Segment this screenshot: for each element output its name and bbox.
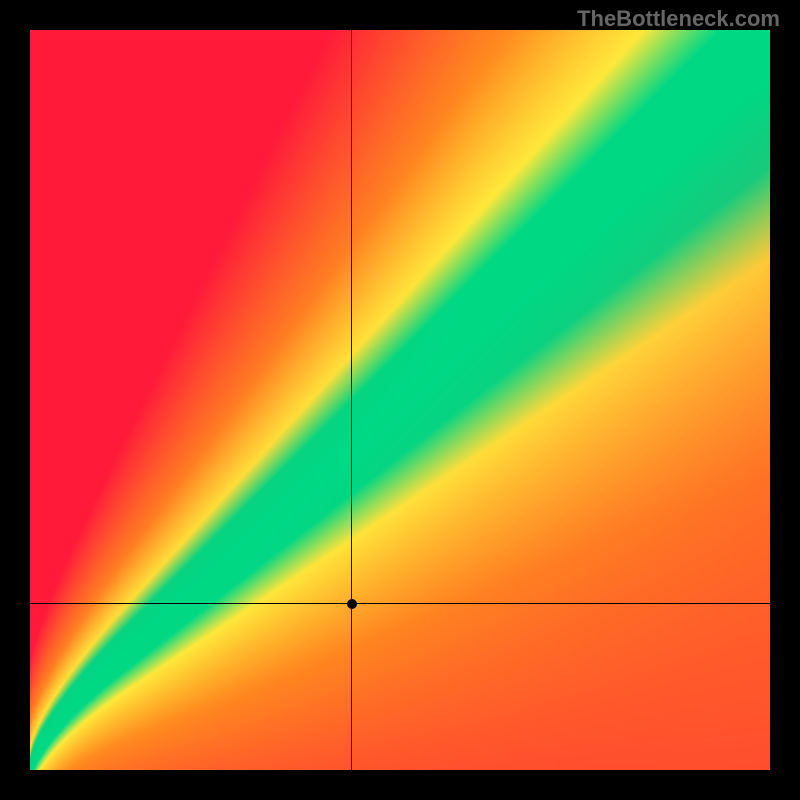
crosshair-horizontal bbox=[30, 603, 770, 604]
chart-container: TheBottleneck.com bbox=[0, 0, 800, 800]
frame-right bbox=[770, 0, 800, 800]
crosshair-vertical bbox=[351, 30, 352, 770]
crosshair-dot bbox=[347, 599, 357, 609]
frame-bottom bbox=[0, 770, 800, 800]
watermark-text: TheBottleneck.com bbox=[577, 6, 780, 32]
heatmap-canvas bbox=[30, 30, 770, 770]
frame-left bbox=[0, 0, 30, 800]
